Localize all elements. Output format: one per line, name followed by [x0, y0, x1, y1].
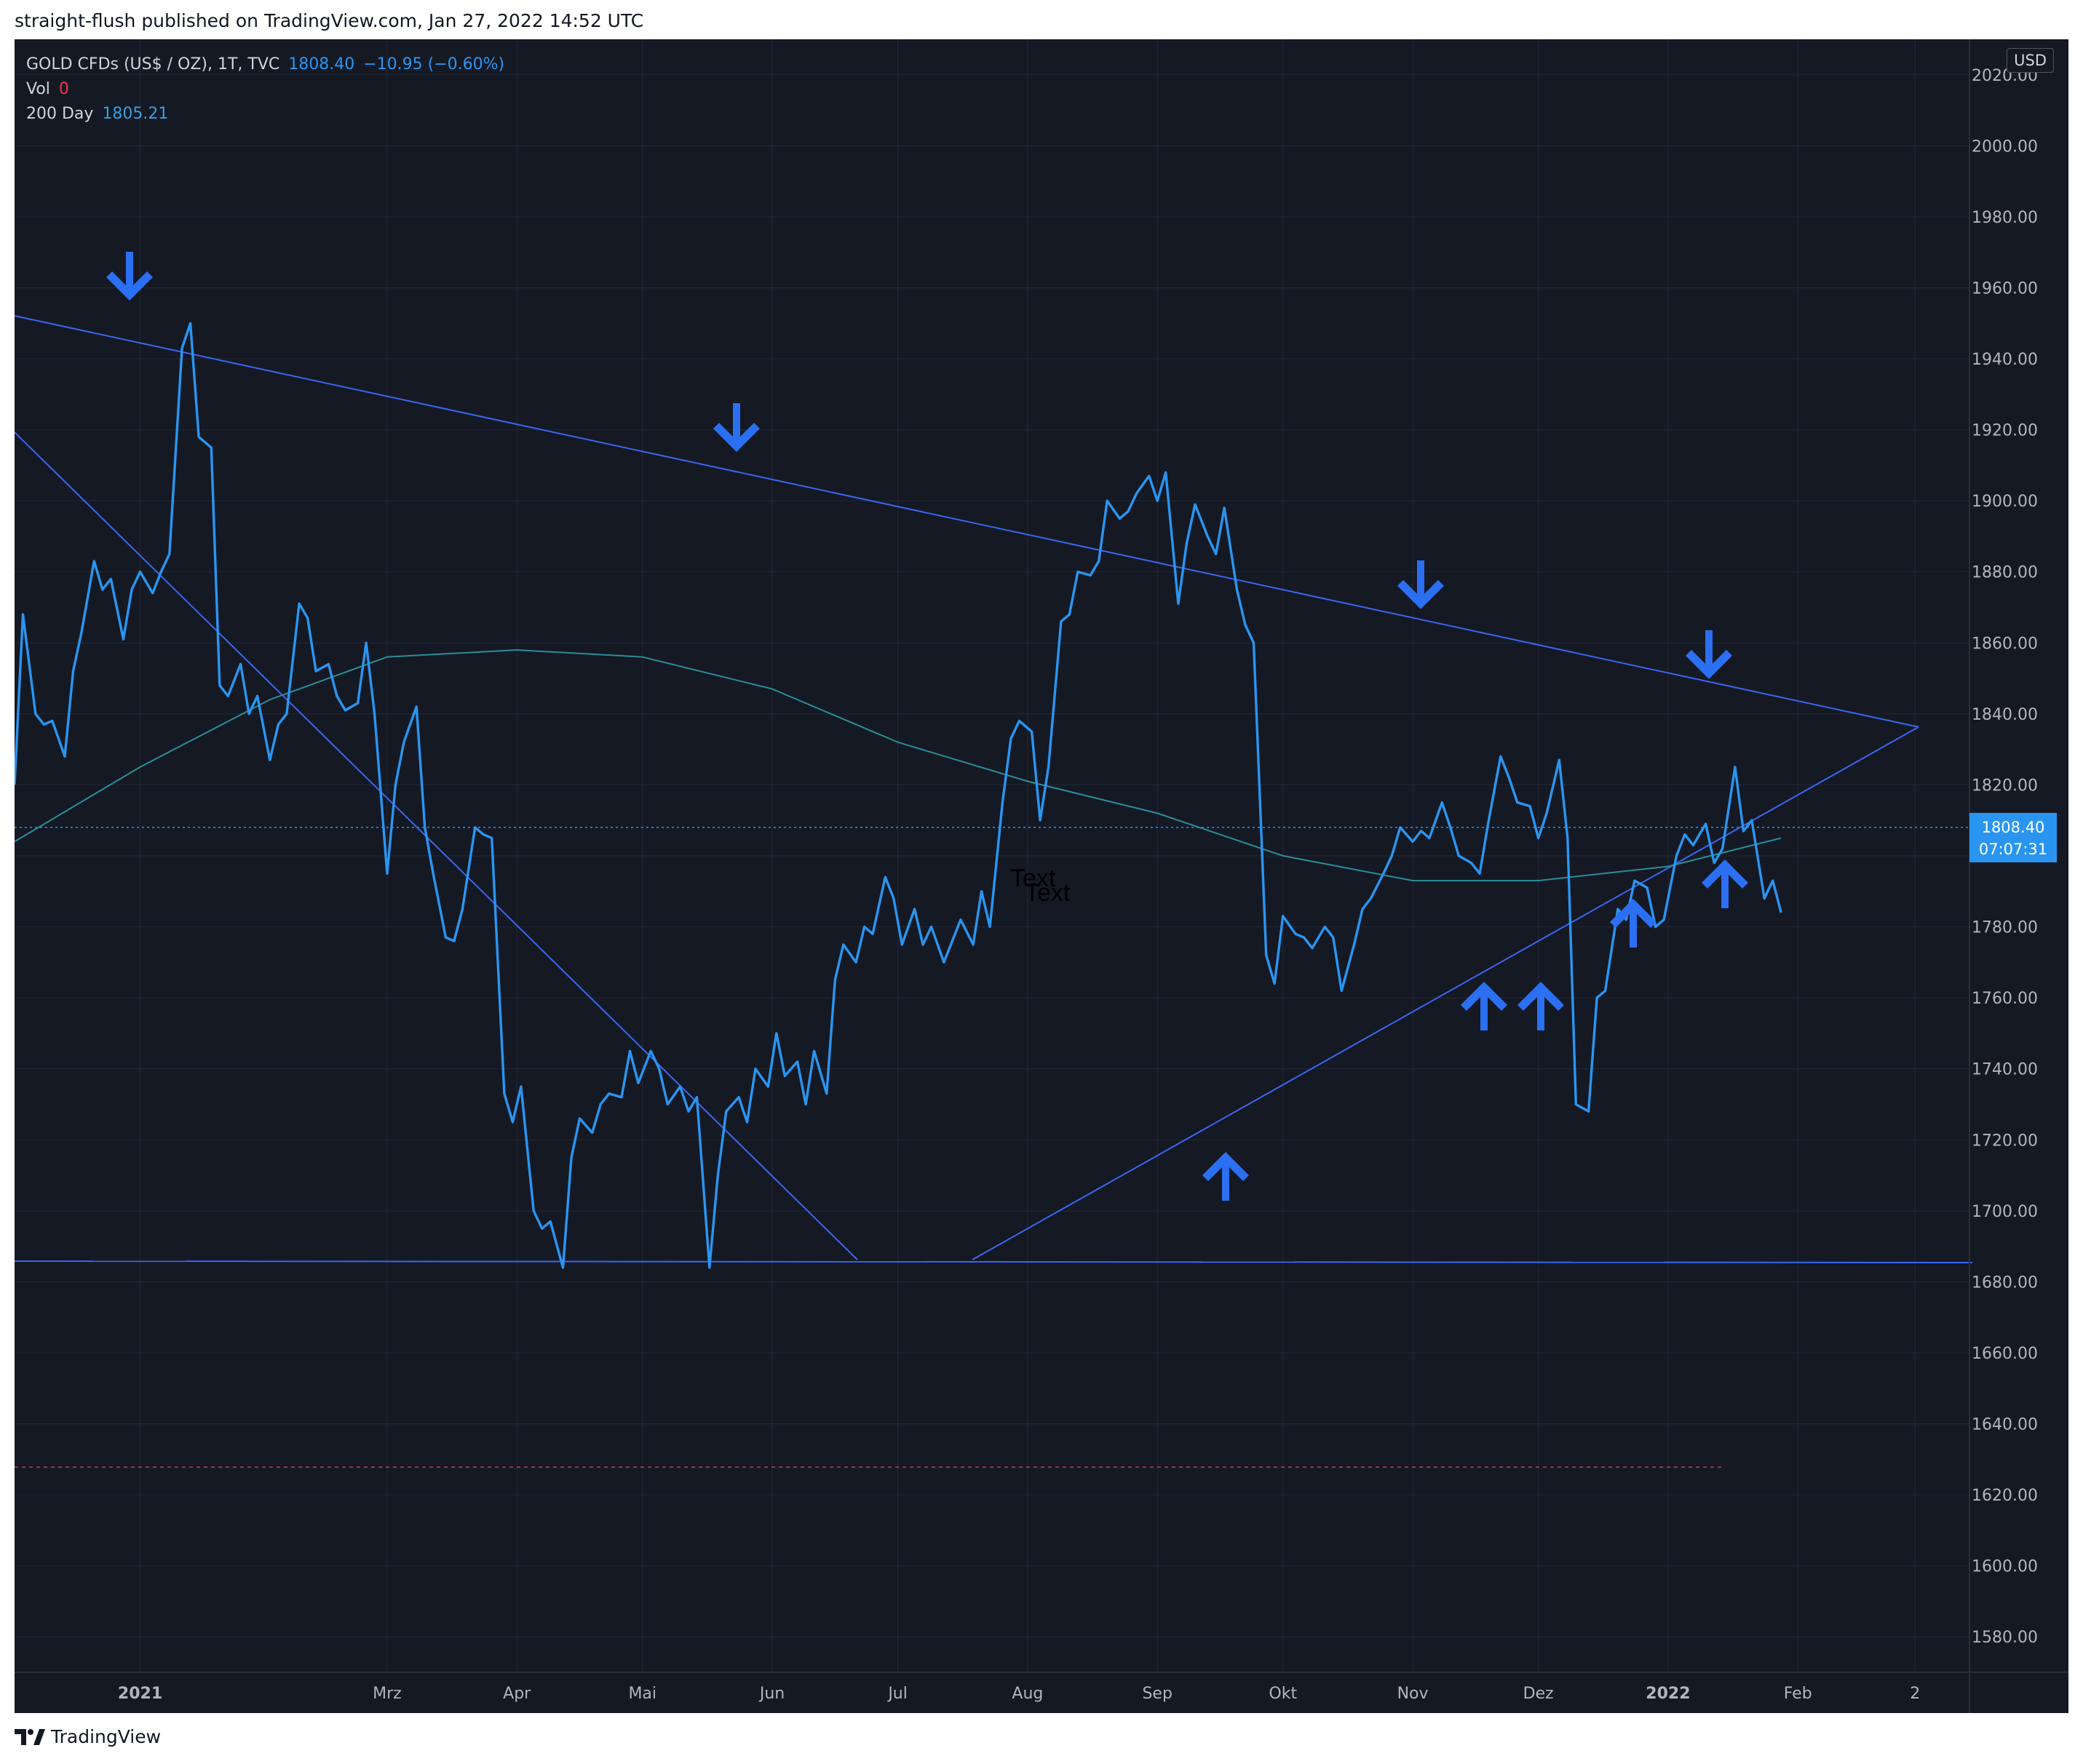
x-tick-label: Apr [503, 1685, 531, 1703]
y-tick-label: 1840.00 [1972, 706, 2038, 724]
y-tick-label: 1960.00 [1972, 279, 2038, 298]
arrow-down-icon [713, 403, 760, 452]
y-tick-label: 2000.00 [1972, 138, 2038, 156]
ma200-line [15, 649, 1782, 882]
y-tick-label: 1600.00 [1972, 1558, 2038, 1576]
arrow-down-icon [1397, 560, 1444, 609]
x-tick-label: 2021 [118, 1685, 162, 1703]
x-tick-label: 2022 [1646, 1685, 1690, 1703]
volume-value: 0 [58, 80, 69, 98]
y-tick-label: 1860.00 [1972, 635, 2038, 653]
grid-lines [15, 39, 1969, 1672]
x-tick-label: Okt [1269, 1685, 1297, 1703]
price-axis[interactable]: 1580.00 1600.00 1620.00 1640.00 1660.00 1680.… [1972, 67, 2038, 1647]
legend-volume-row[interactable]: Vol 0 [26, 77, 504, 102]
chart-panel[interactable]: Text Text 1580.00 1600.00 1620.00 1640.00 16… [15, 39, 2068, 1713]
arrow-up-icon [1702, 859, 1748, 908]
y-tick-label: 1820.00 [1972, 776, 2038, 795]
brand-name: TradingView [51, 1726, 162, 1747]
y-tick-label: 1760.00 [1972, 990, 2038, 1008]
price-line[interactable] [15, 322, 1782, 1269]
legend-change: −10.95 (−0.60%) [363, 55, 505, 74]
x-tick-label: Dez [1523, 1685, 1554, 1703]
support-line [15, 1260, 1973, 1263]
y-tick-label: 1920.00 [1972, 422, 2038, 440]
arrow-down-icon [1686, 630, 1732, 679]
y-tick-label: 1720.00 [1972, 1132, 2038, 1150]
y-tick-label: 1580.00 [1972, 1629, 2038, 1647]
x-tick-label: Jun [758, 1685, 785, 1703]
x-tick-label: Aug [1012, 1685, 1043, 1703]
y-tick-label: 1680.00 [1972, 1274, 2038, 1292]
y-tick-label: 1660.00 [1972, 1345, 2038, 1363]
tradingview-logo-icon [15, 1728, 45, 1745]
currency-button[interactable]: USD [2007, 48, 2054, 73]
text-annotation-2[interactable]: Text [1025, 879, 1071, 907]
x-tick-label: Nov [1397, 1685, 1429, 1703]
y-tick-label: 1740.00 [1972, 1061, 2038, 1079]
arrow-up-icon [1610, 899, 1657, 947]
time-axis[interactable]: 2021 Mrz Apr Mai Jun Jul Aug Sep Okt Nov Dez 2022 Fe… [118, 1685, 1920, 1703]
arrow-up-icon [1202, 1152, 1249, 1201]
y-tick-label: 1780.00 [1972, 919, 2038, 937]
price-chart[interactable]: Text Text 1580.00 1600.00 1620.00 1640.00 16… [15, 39, 2068, 1713]
bar-countdown: 07:07:31 [1979, 841, 2047, 858]
last-price-value: 1808.40 [1982, 819, 2045, 836]
steep-trend-line [15, 432, 858, 1260]
legend-price: 1808.40 [288, 55, 355, 74]
text-annotation-1[interactable]: Text [1010, 865, 1056, 892]
x-tick-label: 2 [1910, 1685, 1920, 1703]
y-tick-label: 1880.00 [1972, 564, 2038, 582]
ma-label: 200 Day [26, 105, 94, 123]
y-tick-label: 1940.00 [1972, 351, 2038, 369]
y-tick-label: 1900.00 [1972, 493, 2038, 511]
legend-ma-row[interactable]: 200 Day 1805.21 [26, 102, 504, 127]
x-tick-label: Mai [628, 1685, 656, 1703]
arrow-down-icon [106, 252, 153, 301]
upper-trend-line [15, 315, 1919, 728]
y-tick-label: 1700.00 [1972, 1203, 2038, 1221]
y-tick-label: 1980.00 [1972, 209, 2038, 227]
y-tick-label: 1620.00 [1972, 1487, 2038, 1505]
last-price-badge: 1808.40 07:07:31 [1969, 813, 2057, 862]
volume-label: Vol [26, 80, 50, 98]
arrow-up-icon [1461, 982, 1507, 1030]
arrow-up-icon [1517, 982, 1564, 1030]
legend-symbol-row[interactable]: GOLD CFDs (US$ / OZ), 1T, TVC 1808.40 −10.… [26, 52, 504, 77]
chart-legend: GOLD CFDs (US$ / OZ), 1T, TVC 1808.40 −10.… [26, 52, 504, 127]
tradingview-brand[interactable]: TradingView [15, 1726, 161, 1747]
y-tick-label: 1640.00 [1972, 1416, 2038, 1434]
x-tick-label: Feb [1784, 1685, 1812, 1703]
ascending-trend-line [972, 726, 1919, 1260]
published-caption: straight-flush published on TradingView.… [15, 10, 644, 31]
x-tick-label: Sep [1142, 1685, 1172, 1703]
x-tick-label: Mrz [373, 1685, 402, 1703]
symbol-title: GOLD CFDs (US$ / OZ), 1T, TVC [26, 55, 280, 74]
ma-value: 1805.21 [102, 105, 169, 123]
x-tick-label: Jul [886, 1685, 908, 1703]
